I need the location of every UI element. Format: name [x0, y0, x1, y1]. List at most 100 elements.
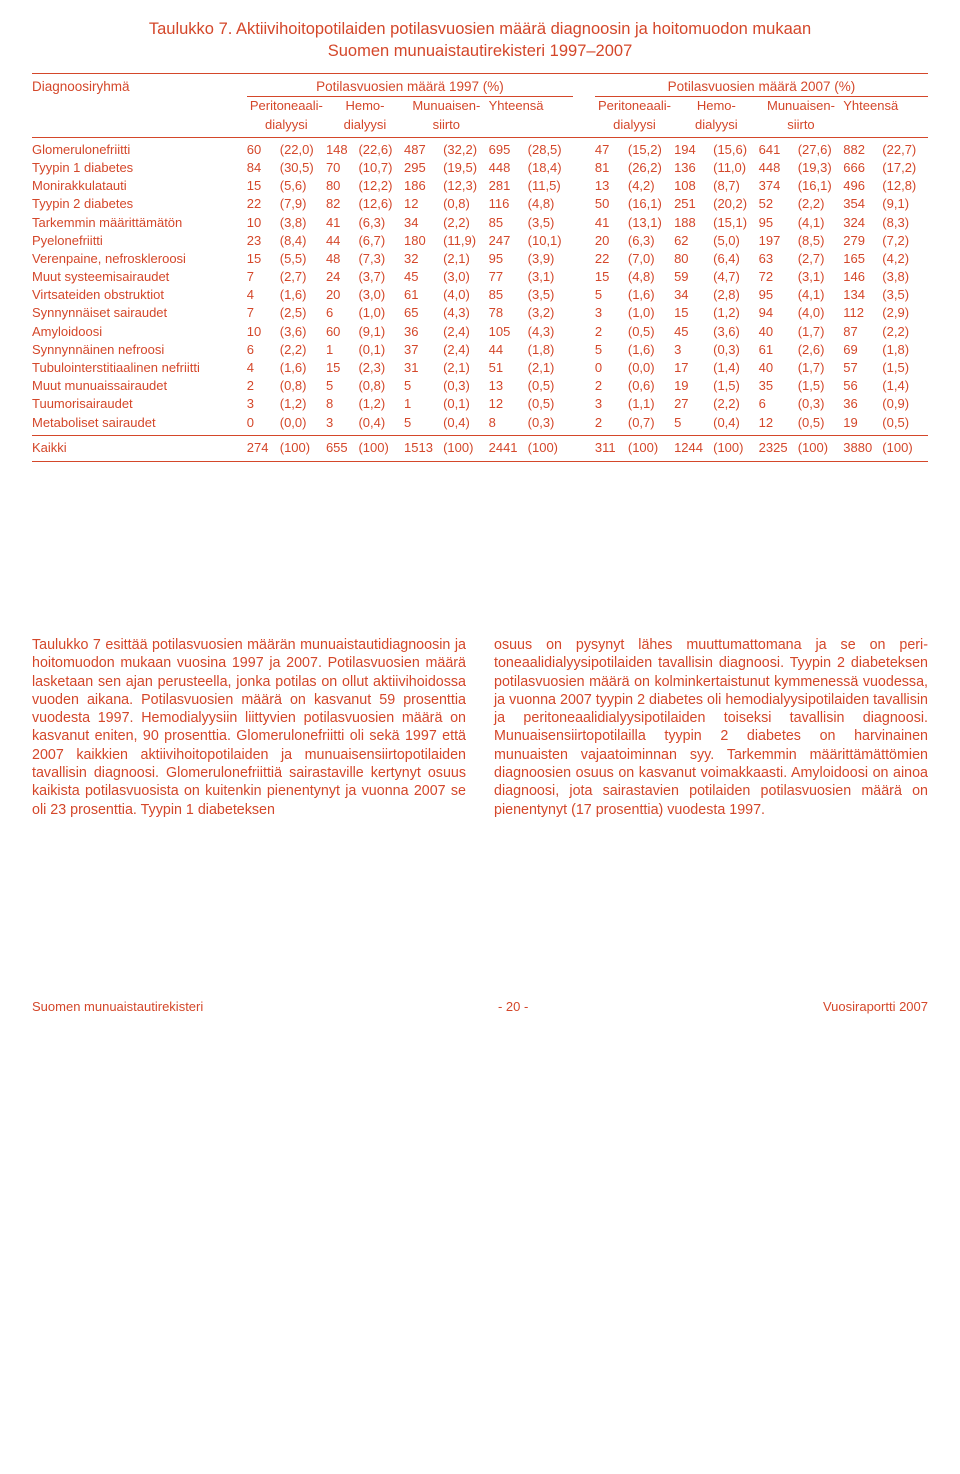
cell-value: 84: [247, 159, 280, 177]
cell-value: 1244: [674, 439, 713, 457]
article-text: Taulukko 7 esittää potilasvuosien määrän…: [32, 636, 928, 819]
cell-value: 112: [843, 304, 882, 322]
cell-value: 45: [404, 268, 443, 286]
cell-pct: (8,4): [280, 232, 326, 250]
cell-value: 0: [595, 359, 628, 377]
row-label: Glomerulonefriitti: [32, 141, 247, 159]
cell-pct: (3,5): [528, 286, 574, 304]
cell-pct: (8,3): [882, 214, 928, 232]
total-row: Kaikki274(100)655(100)1513(100)2441(100)…: [32, 439, 928, 457]
cell-value: 116: [489, 195, 528, 213]
row-label: Tyypin 1 diabetes: [32, 159, 247, 177]
cell-pct: (4,3): [528, 323, 574, 341]
cell-value: 65: [404, 304, 443, 322]
cell-pct: (1,5): [882, 359, 928, 377]
cell-value: 5: [404, 377, 443, 395]
cell-value: 40: [759, 323, 798, 341]
cell-pct: (1,0): [358, 304, 404, 322]
cell-value: 666: [843, 159, 882, 177]
cell-pct: (3,8): [280, 214, 326, 232]
cell-value: 36: [843, 395, 882, 413]
table-row: Verenpaine, nefroskleroosi15(5,5)48(7,3)…: [32, 250, 928, 268]
cell-pct: (6,4): [713, 250, 759, 268]
row-label: Tuumorisairaudet: [32, 395, 247, 413]
cell-value: 47: [595, 141, 628, 159]
cell-pct: (1,5): [713, 377, 759, 395]
cell-value: 165: [843, 250, 882, 268]
cell-pct: (2,1): [443, 250, 489, 268]
title-line1: Taulukko 7. Aktiivihoitopotilaiden potil…: [149, 20, 811, 38]
cell-value: 27: [674, 395, 713, 413]
cell-value: 85: [489, 214, 528, 232]
cell-value: 105: [489, 323, 528, 341]
cell-value: 186: [404, 177, 443, 195]
cell-value: 40: [759, 359, 798, 377]
cell-pct: (3,1): [798, 268, 844, 286]
cell-pct: (12,8): [882, 177, 928, 195]
cell-value: 6: [759, 395, 798, 413]
cell-value: 59: [674, 268, 713, 286]
header-row-groups: Diagnoosiryhmä Potilasvuosien määrä 1997…: [32, 78, 928, 97]
table-row: Tyypin 2 diabetes22(7,9)82(12,6)12(0,8)1…: [32, 195, 928, 213]
cell-pct: (0,5): [798, 414, 844, 432]
cell-value: 0: [247, 414, 280, 432]
cell-value: 22: [247, 195, 280, 213]
cell-value: 655: [326, 439, 359, 457]
cell-value: 311: [595, 439, 628, 457]
cell-value: 7: [247, 268, 280, 286]
cell-value: 5: [404, 414, 443, 432]
table-row: Glomerulonefriitti60(22,0)148(22,6)487(3…: [32, 141, 928, 159]
cell-value: 247: [489, 232, 528, 250]
cell-pct: (10,1): [528, 232, 574, 250]
cell-value: 81: [595, 159, 628, 177]
cell-value: 6: [247, 341, 280, 359]
cell-value: 324: [843, 214, 882, 232]
cell-pct: (0,4): [358, 414, 404, 432]
row-label: Muut munuaissairaudet: [32, 377, 247, 395]
cell-value: 51: [489, 359, 528, 377]
cell-value: 10: [247, 323, 280, 341]
cell-pct: (11,5): [528, 177, 574, 195]
row-label: Kaikki: [32, 439, 247, 457]
footer-center: - 20 -: [498, 999, 528, 1014]
cell-pct: (1,6): [280, 286, 326, 304]
row-label: Tyypin 2 diabetes: [32, 195, 247, 213]
cell-pct: (3,9): [528, 250, 574, 268]
cell-value: 13: [489, 377, 528, 395]
cell-pct: (2,2): [882, 323, 928, 341]
cell-pct: (0,3): [713, 341, 759, 359]
cell-value: 2: [595, 323, 628, 341]
cell-value: 194: [674, 141, 713, 159]
table-row: Muut systeemisairaudet7(2,7)24(3,7)45(3,…: [32, 268, 928, 286]
cell-pct: (0,6): [628, 377, 674, 395]
cell-pct: (22,6): [358, 141, 404, 159]
cell-value: 3: [595, 304, 628, 322]
cell-pct: (5,6): [280, 177, 326, 195]
cell-pct: (22,7): [882, 141, 928, 159]
cell-pct: (4,3): [443, 304, 489, 322]
cell-pct: (27,6): [798, 141, 844, 159]
cell-value: 10: [247, 214, 280, 232]
cell-pct: (12,3): [443, 177, 489, 195]
cell-pct: (2,8): [713, 286, 759, 304]
cell-pct: (6,3): [628, 232, 674, 250]
cell-value: 20: [326, 286, 359, 304]
cell-value: 95: [759, 214, 798, 232]
cell-pct: (3,2): [528, 304, 574, 322]
cell-value: 1: [326, 341, 359, 359]
cell-pct: (12,2): [358, 177, 404, 195]
cell-value: 69: [843, 341, 882, 359]
cell-pct: (1,6): [280, 359, 326, 377]
cell-pct: (0,0): [628, 359, 674, 377]
hdr-tot-2007: Yhteensä: [843, 97, 928, 133]
cell-pct: (5,5): [280, 250, 326, 268]
cell-pct: (100): [882, 439, 928, 457]
cell-value: 5: [595, 286, 628, 304]
cell-pct: (0,1): [358, 341, 404, 359]
table-row: Tyypin 1 diabetes84(30,5)70(10,7)295(19,…: [32, 159, 928, 177]
cell-value: 448: [759, 159, 798, 177]
cell-pct: (1,5): [798, 377, 844, 395]
cell-pct: (15,2): [628, 141, 674, 159]
cell-value: 70: [326, 159, 359, 177]
cell-value: 61: [759, 341, 798, 359]
